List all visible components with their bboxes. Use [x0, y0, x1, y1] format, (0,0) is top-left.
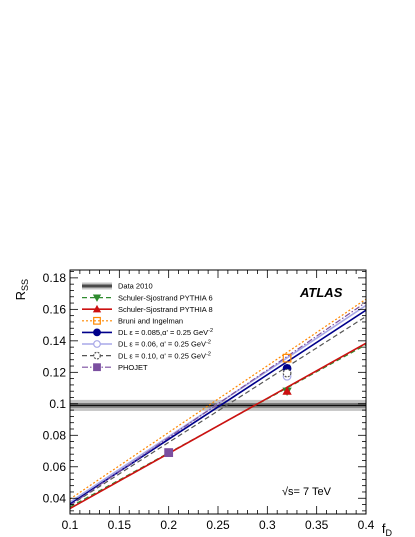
legend-label: DL ε = 0.06, α' = 0.25 GeV-2 — [118, 340, 211, 349]
legend-marker — [93, 351, 101, 360]
legend-label: Schuler-Sjostrand PYTHIA 6 — [118, 293, 213, 302]
legend-label: DL ε = 0.10, α' = 0.25 GeV-2 — [118, 351, 211, 360]
series-marker-3 — [282, 353, 292, 363]
legend-entry-7: PHOJET — [82, 363, 148, 372]
series-marker-7 — [164, 448, 174, 458]
legend-entry-4: DL ε = 0.085,α' = 0.25 GeV-2 — [82, 328, 213, 337]
y-tick-label: 0.08 — [43, 428, 67, 442]
y-tick-label: 0.06 — [43, 460, 67, 474]
x-tick-label: 0.15 — [108, 518, 132, 532]
legend-marker — [93, 363, 101, 372]
x-tick-label: 0.4 — [358, 518, 375, 532]
x-tick-label: 0.2 — [160, 518, 177, 532]
plot-area — [69, 269, 367, 515]
y-tick-label: 0.18 — [43, 271, 67, 285]
x-tick-label: 0.3 — [259, 518, 276, 532]
legend-marker — [93, 316, 101, 325]
legend-marker — [92, 294, 102, 302]
x-tick-label: 0.1 — [62, 518, 79, 532]
legend-entry-data: Data 2010 — [82, 282, 153, 291]
y-tick-label: 0.1 — [49, 397, 66, 411]
legend-marker — [93, 340, 101, 348]
y-tick-label: 0.04 — [43, 491, 67, 505]
y-axis-title: RSS — [13, 279, 30, 300]
energy-label: √s= 7 TeV — [282, 486, 332, 498]
legend-label: Schuler-Sjostrand PYTHIA 8 — [118, 305, 213, 314]
series-line-5 — [70, 304, 366, 503]
series-line-2 — [70, 342, 366, 510]
y-tick-label: 0.16 — [43, 302, 67, 316]
legend-marker — [93, 328, 101, 337]
series-marker-2 — [282, 386, 292, 395]
legend-entry-5: DL ε = 0.06, α' = 0.25 GeV-2 — [82, 340, 211, 349]
series-marker-6 — [282, 368, 292, 378]
legend-entry-6: DL ε = 0.10, α' = 0.25 GeV-2 — [82, 351, 211, 360]
legend-entry-3: Bruni and Ingelman — [82, 317, 183, 326]
experiment-label: ATLAS — [299, 285, 343, 300]
series-line-3 — [70, 298, 366, 500]
legend: Data 2010 Schuler-Sjostrand PYTHIA 6 Schul… — [82, 282, 213, 372]
legend-label: DL ε = 0.085,α' = 0.25 GeV-2 — [118, 328, 213, 337]
legend-label: Data 2010 — [118, 282, 153, 291]
legend-entry-2: Schuler-Sjostrand PYTHIA 8 — [82, 304, 213, 314]
x-tick-label: 0.25 — [206, 518, 230, 532]
y-tick-label: 0.12 — [43, 365, 67, 379]
x-axis-title: fD — [382, 521, 393, 537]
legend-label: Bruni and Ingelman — [118, 317, 183, 326]
series-line-6 — [70, 315, 366, 506]
series-line-7 — [70, 301, 366, 506]
x-tick-label: 0.35 — [305, 518, 329, 532]
legend-marker — [92, 304, 102, 313]
legend-entry-1: Schuler-Sjostrand PYTHIA 6 — [82, 293, 213, 302]
y-tick-label: 0.14 — [43, 334, 67, 348]
legend-label: PHOJET — [118, 363, 148, 372]
